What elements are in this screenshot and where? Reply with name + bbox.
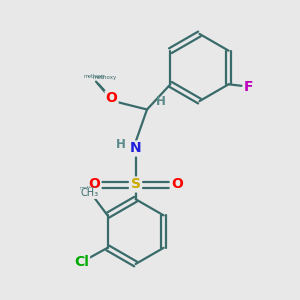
Text: F: F [244,80,254,94]
Text: O: O [88,178,101,191]
Text: S: S [130,178,141,191]
Text: O: O [171,178,183,191]
Text: O: O [106,92,118,105]
Text: N: N [130,142,141,155]
Text: methoxy: methoxy [92,75,117,80]
Text: Cl: Cl [74,256,89,269]
Text: CH₃: CH₃ [81,188,99,199]
Text: H: H [156,94,165,108]
Text: methoxy: methoxy [83,74,105,79]
Text: H: H [116,138,126,152]
Text: methyl: methyl [80,186,97,191]
